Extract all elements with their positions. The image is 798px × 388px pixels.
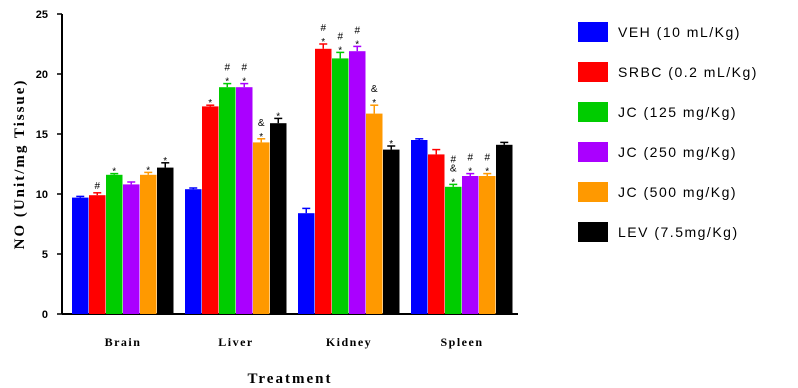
bar [479, 176, 496, 314]
y-tick-label: 10 [36, 189, 48, 201]
bar [428, 154, 445, 314]
significance-mark: # [241, 63, 247, 74]
bar [123, 184, 140, 314]
bar [298, 213, 315, 314]
bar [202, 106, 219, 315]
x-tick-label: Liver [218, 335, 254, 349]
significance-mark: & [258, 118, 265, 129]
significance-mark: * [338, 45, 342, 56]
legend-label: LEV (7.5mg/Kg) [618, 224, 739, 240]
bar [366, 113, 383, 314]
legend: VEH (10 mL/Kg) SRBC (0.2 mL/Kg) JC (125 mg… [578, 22, 758, 242]
significance-mark: # [484, 153, 490, 164]
x-tick-label: Spleen [440, 335, 483, 349]
significance-mark: * [451, 177, 455, 188]
legend-swatch [578, 102, 608, 122]
bar [315, 48, 332, 315]
bar [236, 87, 253, 314]
bar [462, 176, 479, 314]
y-axis-title: NO (Unit/mg Tissue) [12, 79, 28, 250]
significance-mark: * [372, 98, 376, 109]
legend-label: SRBC (0.2 mL/Kg) [618, 64, 758, 80]
bar [157, 167, 174, 314]
bar [445, 186, 462, 314]
bar [185, 189, 202, 314]
legend-swatch [578, 222, 608, 242]
bar [253, 142, 270, 314]
bar [383, 149, 400, 314]
significance-mark: # [467, 153, 473, 164]
significance-mark: # [450, 154, 456, 165]
x-tick-label: Brain [105, 335, 142, 349]
y-tick-label: 25 [36, 9, 48, 21]
significance-mark: * [225, 77, 229, 88]
significance-mark: * [468, 167, 472, 178]
bar [219, 87, 236, 314]
significance-mark: * [259, 132, 263, 143]
significance-mark: * [242, 77, 246, 88]
significance-mark: & [450, 163, 457, 174]
significance-mark: * [355, 39, 359, 50]
bar [106, 174, 123, 314]
x-axis-title: Treatment [248, 371, 333, 387]
significance-mark: * [208, 98, 212, 109]
significance-mark: * [163, 156, 167, 167]
x-tick-label: Kidney [326, 335, 372, 349]
y-tick-label: 0 [42, 309, 48, 321]
legend-swatch [578, 182, 608, 202]
bar [349, 51, 366, 314]
significance-mark: # [94, 181, 100, 192]
y-tick-label: 15 [36, 129, 48, 141]
significance-mark: * [485, 167, 489, 178]
legend-swatch [578, 22, 608, 42]
legend-swatch [578, 142, 608, 162]
bar [72, 197, 89, 314]
legend-label: VEH (10 mL/Kg) [618, 24, 741, 40]
significance-mark: * [146, 165, 150, 176]
significance-mark: * [112, 167, 116, 178]
significance-mark: * [321, 37, 325, 48]
bar [89, 195, 106, 314]
significance-mark: # [320, 23, 326, 34]
legend-label: JC (250 mg/Kg) [618, 144, 737, 160]
bar [332, 58, 349, 315]
significance-mark: * [276, 111, 280, 122]
bar [496, 144, 513, 314]
significance-mark: # [224, 63, 230, 74]
legend-label: JC (500 mg/Kg) [618, 184, 737, 200]
y-tick-label: 5 [42, 249, 48, 261]
bar [140, 174, 157, 314]
y-tick-label: 20 [36, 69, 48, 81]
bar [270, 123, 287, 314]
legend-label: JC (125 mg/Kg) [618, 104, 737, 120]
bar [411, 140, 428, 314]
significance-mark: # [337, 31, 343, 42]
significance-mark: * [389, 139, 393, 150]
significance-mark: & [371, 84, 378, 95]
significance-mark: # [354, 25, 360, 36]
legend-swatch [578, 62, 608, 82]
